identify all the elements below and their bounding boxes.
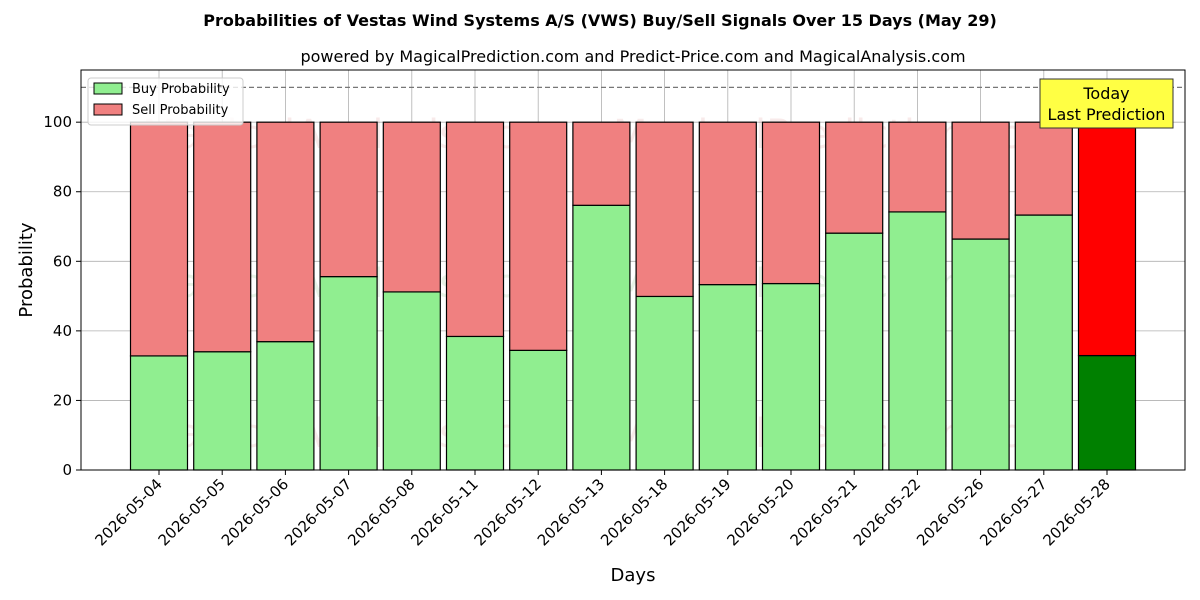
buy-bar [1077,354,1137,471]
x-tick-label: 2026-05-28 [1039,475,1113,549]
y-tick-label: 0 [62,461,72,479]
buy-bar [382,291,441,471]
y-tick-label: 20 [53,391,72,409]
x-tick-label: 2026-05-13 [534,475,608,549]
sell-bar [319,121,378,278]
sell-bar [888,121,947,213]
legend-box [87,77,244,126]
x-tick-label: 2026-05-26 [913,475,987,549]
buy-bar [1014,214,1073,471]
sell-bar [572,121,631,206]
sell-bar [825,121,884,234]
annotation-text: Today [1082,84,1129,103]
annotation-box [1039,78,1174,129]
x-axis-label: Days [611,565,656,586]
sell-bar [256,121,315,343]
x-tick-label: 2026-05-05 [155,475,229,549]
legend-label: Buy Probability [132,82,230,97]
legend-label: Sell Probability [132,103,229,118]
legend-swatch [93,82,123,95]
buy-bar [888,211,947,471]
buy-bar [761,282,821,471]
sell-bar [761,121,821,285]
sell-bar [1014,121,1073,216]
x-tick-label: 2026-05-19 [660,475,734,549]
sell-bar [445,121,505,338]
x-tick-label: 2026-05-07 [281,475,355,549]
y-axis-label: Probability [16,222,37,317]
x-tick-label: 2026-05-22 [850,475,924,549]
buy-bar [256,341,315,471]
buy-bar [319,276,378,471]
sell-bar [193,121,252,353]
buy-bar [445,335,505,471]
annotation-text: Last Prediction [1048,105,1166,124]
x-tick-label: 2026-05-20 [723,475,797,549]
x-tick-label: 2026-05-12 [471,475,545,549]
legend-swatch [93,103,123,116]
x-tick-label: 2026-05-21 [787,475,861,549]
buy-bar [193,351,252,471]
buy-bar [635,295,694,471]
sell-bar [635,121,694,298]
buy-bar [572,204,631,471]
sell-bar [951,121,1010,240]
x-tick-label: 2026-05-04 [91,475,165,549]
chart-subtitle: powered by MagicalPrediction.com and Pre… [300,47,965,66]
x-tick-label: 2026-05-08 [344,475,418,549]
y-tick-label: 80 [53,183,72,201]
buy-bar [129,355,189,471]
buy-bar [951,238,1010,471]
buy-bar [509,349,568,471]
x-tick-label: 2026-05-11 [407,475,481,549]
x-tick-label: 2026-05-27 [976,475,1050,549]
chart-title: Probabilities of Vestas Wind Systems A/S… [203,11,997,30]
plot-area: MagicalAnalysis.comMagicalPrediction.com… [43,69,1186,549]
sell-bar [698,121,757,286]
sell-bar [1077,121,1137,357]
buy-bar [825,232,884,471]
y-tick-label: 100 [43,113,72,131]
axes-frame [80,69,1186,471]
sell-bar [509,121,568,351]
sell-bar [129,121,189,357]
buy-bar [698,284,757,471]
sell-bar [382,121,441,293]
y-tick-label: 40 [53,322,72,340]
x-tick-label: 2026-05-18 [597,475,671,549]
y-tick-label: 60 [53,252,72,270]
x-tick-label: 2026-05-06 [218,475,292,549]
